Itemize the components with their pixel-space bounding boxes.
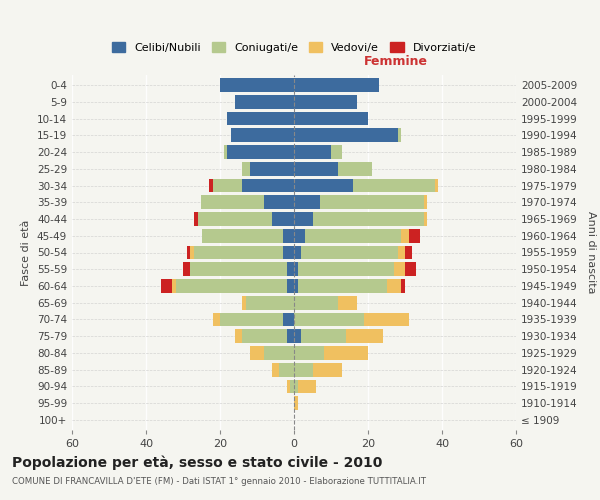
Bar — [294, 78, 379, 92]
Bar — [242, 162, 250, 175]
Bar — [353, 178, 434, 192]
Text: COMUNE DI FRANCAVILLA D'ETE (FM) - Dati ISTAT 1° gennaio 2010 - Elaborazione TUT: COMUNE DI FRANCAVILLA D'ETE (FM) - Dati … — [12, 478, 426, 486]
Bar — [294, 262, 298, 276]
Bar — [220, 312, 283, 326]
Bar — [338, 296, 357, 310]
Bar — [272, 363, 279, 376]
Bar — [187, 246, 190, 260]
Bar — [294, 296, 338, 310]
Bar — [265, 196, 294, 209]
Bar — [287, 279, 294, 293]
Bar — [294, 330, 301, 343]
Text: Popolazione per età, sesso e stato civile - 2010: Popolazione per età, sesso e stato civil… — [12, 455, 382, 469]
Bar — [294, 178, 353, 192]
Bar — [283, 246, 294, 260]
Bar — [202, 229, 283, 242]
Bar — [294, 396, 298, 410]
Bar — [283, 312, 294, 326]
Bar — [250, 346, 265, 360]
Bar — [294, 212, 313, 226]
Bar — [331, 145, 342, 159]
Bar — [190, 246, 194, 260]
Bar — [246, 296, 294, 310]
Bar — [294, 363, 313, 376]
Bar — [279, 363, 294, 376]
Bar — [346, 330, 383, 343]
Bar — [194, 212, 198, 226]
Bar — [294, 346, 323, 360]
Bar — [172, 279, 176, 293]
Bar — [294, 229, 305, 242]
Bar — [401, 229, 409, 242]
Bar — [287, 380, 290, 394]
Bar — [194, 246, 283, 260]
Legend: Celibi/Nubili, Coniugati/e, Vedovi/e, Divorziati/e: Celibi/Nubili, Coniugati/e, Vedovi/e, Di… — [107, 38, 481, 58]
Bar — [290, 380, 294, 394]
Bar — [401, 279, 405, 293]
Bar — [398, 128, 401, 142]
Bar — [364, 312, 409, 326]
Bar — [235, 330, 242, 343]
Bar — [176, 279, 287, 293]
Bar — [212, 178, 242, 192]
Bar — [231, 128, 294, 142]
Bar — [424, 212, 427, 226]
Bar — [283, 229, 294, 242]
Bar — [386, 279, 401, 293]
Bar — [301, 330, 346, 343]
Bar — [301, 246, 398, 260]
Bar — [405, 262, 416, 276]
Bar — [227, 112, 294, 126]
Bar — [242, 330, 287, 343]
Bar — [294, 279, 298, 293]
Bar — [313, 363, 342, 376]
Bar — [183, 262, 190, 276]
Bar — [161, 279, 172, 293]
Bar — [212, 312, 220, 326]
Bar — [265, 346, 294, 360]
Bar — [294, 162, 338, 175]
Bar — [294, 112, 368, 126]
Bar — [323, 346, 368, 360]
Bar — [320, 196, 424, 209]
Bar — [424, 196, 427, 209]
Bar — [294, 196, 320, 209]
Bar — [298, 279, 386, 293]
Bar — [405, 246, 412, 260]
Bar — [294, 312, 364, 326]
Bar — [294, 246, 301, 260]
Bar — [298, 262, 394, 276]
Y-axis label: Anni di nascita: Anni di nascita — [586, 211, 596, 294]
Bar — [294, 128, 398, 142]
Bar — [272, 212, 294, 226]
Bar — [198, 212, 272, 226]
Bar — [224, 145, 227, 159]
Bar — [409, 229, 420, 242]
Bar — [313, 212, 424, 226]
Bar — [394, 262, 405, 276]
Bar — [202, 196, 265, 209]
Bar — [287, 330, 294, 343]
Bar — [209, 178, 212, 192]
Bar — [298, 380, 316, 394]
Bar — [398, 246, 405, 260]
Bar — [190, 262, 287, 276]
Bar — [235, 95, 294, 108]
Bar — [287, 262, 294, 276]
Bar — [294, 95, 357, 108]
Y-axis label: Fasce di età: Fasce di età — [22, 220, 31, 286]
Bar — [227, 145, 294, 159]
Bar — [294, 145, 331, 159]
Bar — [242, 178, 294, 192]
Text: Femmine: Femmine — [364, 55, 428, 68]
Bar — [294, 380, 298, 394]
Bar — [305, 229, 401, 242]
Bar — [338, 162, 372, 175]
Bar — [220, 78, 294, 92]
Bar — [434, 178, 438, 192]
Bar — [242, 296, 246, 310]
Bar — [250, 162, 294, 175]
